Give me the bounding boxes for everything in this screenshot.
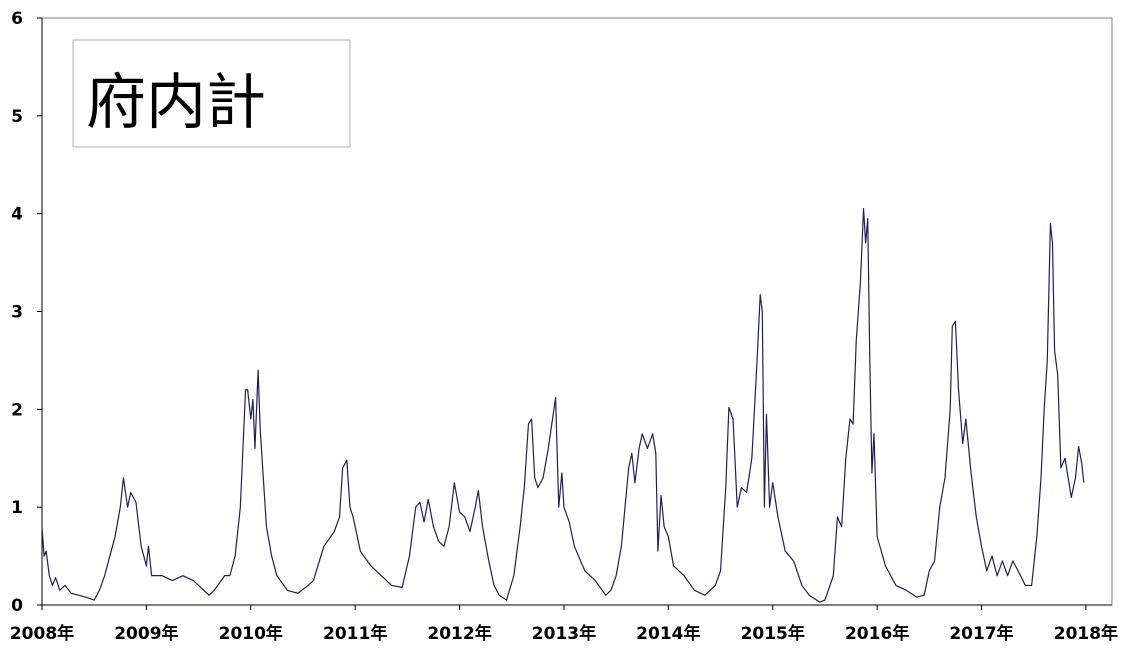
y-tick-label: 2 [11, 400, 23, 420]
x-tick-label: 2015年 [741, 623, 805, 644]
data-line [41, 208, 1085, 603]
x-tick-label: 2011年 [323, 623, 387, 644]
y-tick-label: 5 [11, 107, 23, 127]
y-tick-label: 4 [11, 205, 23, 225]
x-tick-label: 2018年 [1054, 623, 1118, 644]
x-tick-label: 2009年 [114, 623, 178, 644]
x-tick-label: 2010年 [219, 623, 283, 644]
x-tick-label: 2008年 [10, 623, 74, 644]
x-tick-label: 2014年 [636, 623, 700, 644]
y-tick-label: 1 [11, 498, 23, 518]
y-tick-label: 0 [11, 596, 23, 616]
y-tick-label: 6 [11, 9, 23, 29]
legend-box [72, 39, 351, 148]
y-tick-label: 3 [11, 303, 23, 323]
x-tick-label: 2012年 [427, 623, 491, 644]
x-tick-label: 2013年 [532, 623, 596, 644]
x-tick-label: 2017年 [949, 623, 1013, 644]
legend-label: 府内計 [86, 68, 266, 138]
x-tick-label: 2016年 [845, 623, 909, 644]
